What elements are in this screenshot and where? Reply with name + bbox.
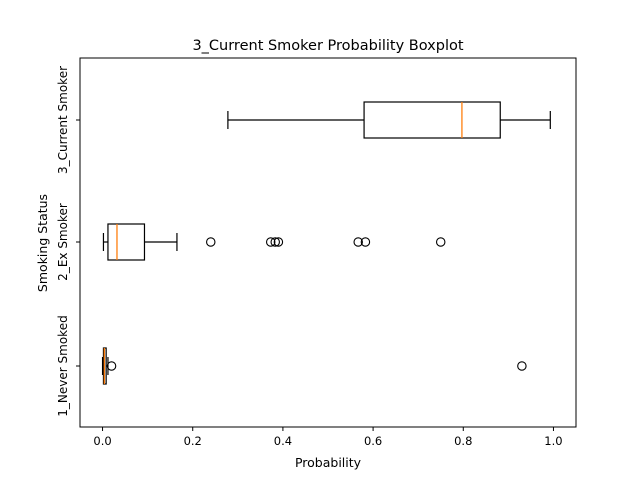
flier-point (265, 237, 276, 247)
box (107, 223, 146, 261)
chart-title: 3_Current Smoker Probability Boxplot (192, 38, 463, 54)
y-axis-label: Smoking Status (35, 194, 50, 292)
x-tick-label: 1.0 (544, 434, 562, 448)
flier-point (353, 237, 363, 247)
box-group (102, 223, 446, 261)
y-tick-label: 2_Ex Smoker (56, 203, 70, 281)
flier-point (106, 361, 117, 371)
box-group (101, 347, 527, 385)
x-axis: 0.0 0.2 0.4 0.6 0.8 1.0 (93, 427, 563, 448)
flier-point (206, 237, 216, 247)
y-tick-label: 1_Never Smoked (56, 315, 70, 416)
plot-area (101, 101, 551, 385)
flier-point (270, 237, 280, 247)
x-tick-label: 0.6 (364, 434, 382, 448)
flier-point (517, 361, 527, 371)
flier-point (273, 237, 284, 247)
x-tick-label: 0.0 (93, 434, 111, 448)
flier-point (435, 237, 446, 247)
x-tick-label: 0.2 (184, 434, 202, 448)
y-axis: 1_Never Smoked 2_Ex Smoker 3_Current Smoke… (56, 66, 80, 417)
x-tick-label: 0.4 (274, 434, 292, 448)
x-axis-label: Probability (295, 455, 362, 470)
box-group (227, 101, 551, 139)
x-tick-label: 0.8 (454, 434, 472, 448)
box (363, 101, 501, 139)
y-tick-label: 3_Current Smoker (56, 66, 70, 174)
flier-point (360, 237, 371, 247)
